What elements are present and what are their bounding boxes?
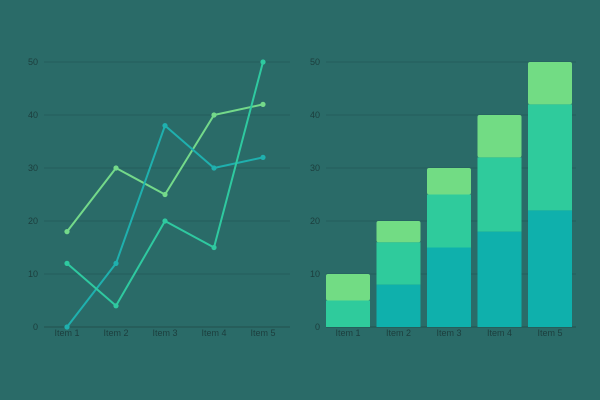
bar-segment (376, 284, 421, 327)
data-point (260, 59, 266, 65)
data-point (113, 303, 119, 309)
bar-segment (326, 274, 370, 301)
data-point (211, 112, 217, 118)
y-tick-label: 20 (28, 216, 38, 226)
data-point (64, 324, 70, 330)
data-point (162, 123, 168, 129)
y-tick-label: 10 (28, 269, 38, 279)
y-tick-label: 0 (33, 322, 38, 332)
y-tick-label: 10 (310, 269, 320, 279)
stacked-bar-chart: 0 10 20 30 40 50 Item 1 Item 2 Item 3 Item 4 Item … (310, 57, 576, 338)
bar-segment (326, 300, 370, 327)
x-tick-label: Item 4 (487, 328, 512, 338)
y-tick-label: 0 (315, 322, 320, 332)
y-tick-label: 30 (310, 163, 320, 173)
y-tick-label: 40 (310, 110, 320, 120)
bar-segment (528, 210, 572, 327)
bar-segment (427, 194, 471, 248)
data-point (260, 154, 266, 160)
bar-segment (528, 104, 572, 211)
line-chart: 0 10 20 30 40 50 Item 1 Item 2 Item 3 Item 4 Item … (28, 57, 290, 338)
data-point (211, 244, 217, 251)
bar-segment (477, 115, 522, 158)
x-tick-label: Item 3 (436, 328, 461, 338)
data-point (113, 260, 119, 266)
x-tick-label: Item 1 (54, 328, 79, 338)
data-point (211, 165, 217, 171)
bar-segment (376, 221, 421, 243)
bar-segment (427, 168, 471, 195)
data-point (162, 218, 168, 224)
series-line (66, 61, 264, 307)
y-tick-label: 40 (28, 110, 38, 120)
data-point (64, 229, 70, 235)
x-tick-label: Item 1 (335, 328, 360, 338)
y-tick-label: 50 (310, 57, 320, 67)
bar-segment (376, 242, 421, 285)
data-point (113, 165, 119, 171)
bar-segment (528, 62, 572, 105)
series-line (66, 124, 264, 328)
x-tick-label: Item 3 (152, 328, 177, 338)
x-tick-label: Item 5 (250, 328, 275, 338)
data-point (260, 101, 266, 107)
x-tick-label: Item 2 (103, 328, 128, 338)
y-tick-label: 30 (28, 163, 38, 173)
data-point (162, 191, 168, 198)
bar-segment (427, 247, 471, 327)
x-tick-label: Item 4 (201, 328, 226, 338)
y-tick-label: 50 (28, 57, 38, 67)
data-point (64, 260, 70, 266)
y-tick-label: 20 (310, 216, 320, 226)
x-tick-label: Item 2 (386, 328, 411, 338)
bar-segment (477, 231, 522, 327)
bar-segment (477, 157, 522, 232)
x-tick-label: Item 5 (537, 328, 562, 338)
